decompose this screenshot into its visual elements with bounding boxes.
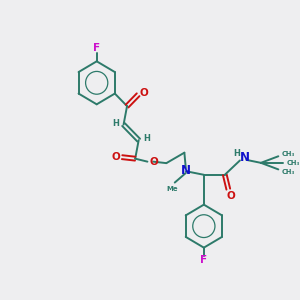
Text: Me: Me bbox=[167, 186, 178, 192]
Text: N: N bbox=[181, 164, 191, 177]
Text: O: O bbox=[111, 152, 120, 162]
Text: N: N bbox=[240, 151, 250, 164]
Text: O: O bbox=[226, 191, 235, 201]
Text: F: F bbox=[93, 44, 100, 53]
Text: CH₃: CH₃ bbox=[281, 169, 295, 175]
Text: CH₃: CH₃ bbox=[281, 151, 295, 157]
Text: H: H bbox=[112, 118, 119, 127]
Text: H: H bbox=[233, 149, 240, 158]
Text: H: H bbox=[143, 134, 150, 143]
Text: CH₃: CH₃ bbox=[286, 160, 300, 166]
Text: O: O bbox=[140, 88, 148, 98]
Text: O: O bbox=[149, 157, 158, 166]
Text: F: F bbox=[200, 256, 207, 266]
